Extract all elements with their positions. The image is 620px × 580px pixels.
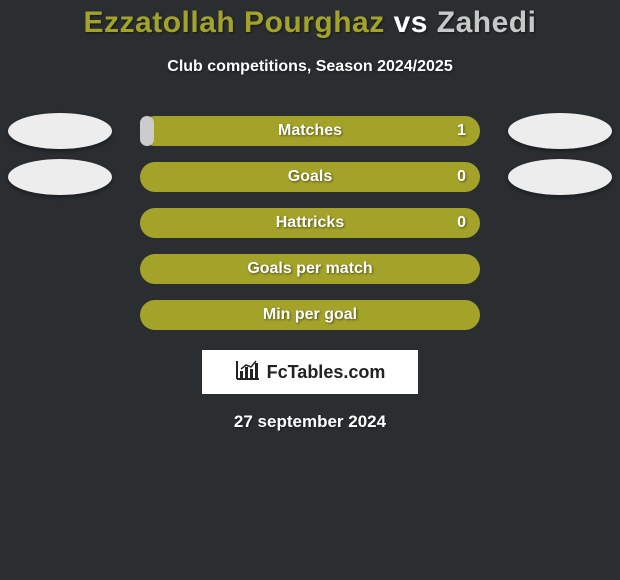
stat-value: 0 [457,214,466,232]
title-part: Ezzatollah Pourghaz [84,6,385,39]
page-title: Ezzatollah Pourghaz vs Zahedi [0,6,620,40]
stats-list: Matches 1 Goals 0 Hattricks 0 Goals per match M… [0,116,620,330]
stat-label: Matches [278,122,342,140]
stat-pill: Min per goal [140,300,480,330]
stat-row: Hattricks 0 [0,208,620,238]
stat-label: Goals per match [247,260,372,278]
date-text: 27 september 2024 [0,412,620,432]
stat-value: 1 [457,122,466,140]
stat-pill: Goals per match [140,254,480,284]
title-part: Zahedi [437,6,537,39]
stat-row: Goals 0 [0,162,620,192]
stat-pill: Matches 1 [140,116,480,146]
subtitle: Club competitions, Season 2024/2025 [0,58,620,76]
player-avatar-left [8,159,112,195]
stat-value: 0 [457,168,466,186]
title-part: vs [385,6,437,39]
logo-box: FcTables.com [202,350,418,394]
stat-label: Hattricks [276,214,344,232]
stat-label: Min per goal [263,306,357,324]
stat-pill: Hattricks 0 [140,208,480,238]
stat-fill [140,116,154,146]
logo-text: FcTables.com [267,362,386,383]
player-avatar-right [508,159,612,195]
comparison-card: Ezzatollah Pourghaz vs Zahedi Club compe… [0,0,620,432]
stat-row: Matches 1 [0,116,620,146]
player-avatar-left [8,113,112,149]
player-avatar-right [508,113,612,149]
chart-icon [235,359,261,386]
stat-pill: Goals 0 [140,162,480,192]
stat-row: Min per goal [0,300,620,330]
stat-row: Goals per match [0,254,620,284]
stat-label: Goals [288,168,332,186]
